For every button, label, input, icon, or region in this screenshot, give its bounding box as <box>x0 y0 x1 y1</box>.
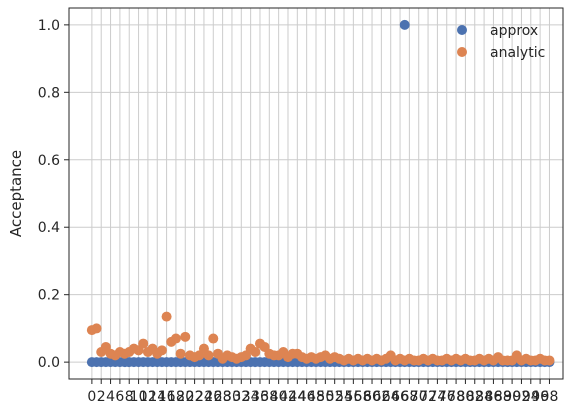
x-tick-label: 96 <box>531 389 549 405</box>
y-tick-label: 0.8 <box>38 85 60 101</box>
analytic-point <box>91 323 102 334</box>
x-tick-label: 92 <box>513 389 531 405</box>
x-tick-label: 4 <box>106 389 115 405</box>
x-tick-label: 90 <box>503 389 521 405</box>
y-tick-label: 0.4 <box>38 220 60 236</box>
x-tick-label: 82 <box>466 389 484 405</box>
x-tick-label: 66 <box>391 389 409 405</box>
x-tick-label: 18 <box>167 389 185 405</box>
legend-marker-approx <box>457 25 467 35</box>
x-tick-label: 6 <box>115 389 124 405</box>
x-tick-label: 14 <box>148 389 166 405</box>
x-tick-label: 20 <box>176 389 194 405</box>
analytic-point <box>180 331 191 342</box>
x-tick-label: 56 <box>344 389 362 405</box>
data-points <box>86 19 555 368</box>
x-tick-label: 86 <box>485 389 503 405</box>
x-tick-label: 24 <box>195 389 213 405</box>
x-tick-label: 12 <box>139 389 157 405</box>
x-tick-label: 72 <box>419 389 437 405</box>
grid <box>69 8 563 379</box>
analytic-point <box>208 333 219 344</box>
x-tick-label: 0 <box>87 389 96 405</box>
x-tick-label: 26 <box>204 389 222 405</box>
x-tick-label: 2 <box>97 389 106 405</box>
analytic-point <box>203 350 214 361</box>
x-tick-label: 38 <box>260 389 278 405</box>
analytic-point <box>161 311 172 322</box>
x-tick-label: 64 <box>382 389 400 405</box>
y-tick-label: 0.0 <box>38 355 60 371</box>
x-tick-label: 78 <box>447 389 465 405</box>
x-tick-label: 10 <box>130 389 148 405</box>
x-tick-label: 52 <box>326 389 344 405</box>
x-tick-label: 60 <box>363 389 381 405</box>
x-tick-label: 54 <box>335 389 353 405</box>
analytic-point <box>544 355 555 366</box>
x-tick-label: 32 <box>232 389 250 405</box>
x-tick-label: 8 <box>125 389 134 405</box>
x-tick-label: 50 <box>316 389 334 405</box>
x-tick-label: 34 <box>242 389 260 405</box>
analytic-point <box>138 338 149 349</box>
x-tick-label: 28 <box>214 389 232 405</box>
x-tick-label: 98 <box>541 389 559 405</box>
x-tick-label: 58 <box>354 389 372 405</box>
x-tick-label: 70 <box>410 389 428 405</box>
approx-outlier-point <box>399 19 410 30</box>
x-tick-label: 80 <box>456 389 474 405</box>
x-tick-label: 84 <box>475 389 493 405</box>
x-tick-label: 40 <box>270 389 288 405</box>
x-tick-label: 16 <box>158 389 176 405</box>
x-tick-label: 48 <box>307 389 325 405</box>
y-tick-label: 1.0 <box>38 18 60 34</box>
legend-marker-analytic <box>457 47 467 57</box>
x-tick-label: 22 <box>186 389 204 405</box>
legend-label-analytic: analytic <box>490 45 545 61</box>
x-tick-label: 88 <box>494 389 512 405</box>
x-tick-label: 36 <box>251 389 269 405</box>
legend-label-approx: approx <box>490 23 538 39</box>
x-tick-label: 46 <box>298 389 316 405</box>
x-tick-label: 94 <box>522 389 540 405</box>
x-tick-label: 76 <box>438 389 456 405</box>
x-tick-label: 44 <box>288 389 306 405</box>
x-tick-label: 42 <box>279 389 297 405</box>
analytic-point <box>170 333 181 344</box>
x-tick-label: 68 <box>400 389 418 405</box>
analytic-point <box>175 348 186 359</box>
y-axis-label: Acceptance <box>7 150 25 237</box>
analytic-point <box>250 347 261 358</box>
y-tick-label: 0.2 <box>38 288 60 304</box>
analytic-point <box>156 345 167 356</box>
x-tick-label: 30 <box>223 389 241 405</box>
y-tick-label: 0.6 <box>38 153 60 169</box>
y-axis: 0.0 0.2 0.4 0.6 0.8 1.0 <box>38 18 69 371</box>
x-axis: 0 2 4 6 810121416182022242628303234363840424… <box>87 379 558 405</box>
x-tick-label: 74 <box>428 389 446 405</box>
legend: approx analytic <box>457 23 545 61</box>
x-tick-label: 62 <box>372 389 390 405</box>
